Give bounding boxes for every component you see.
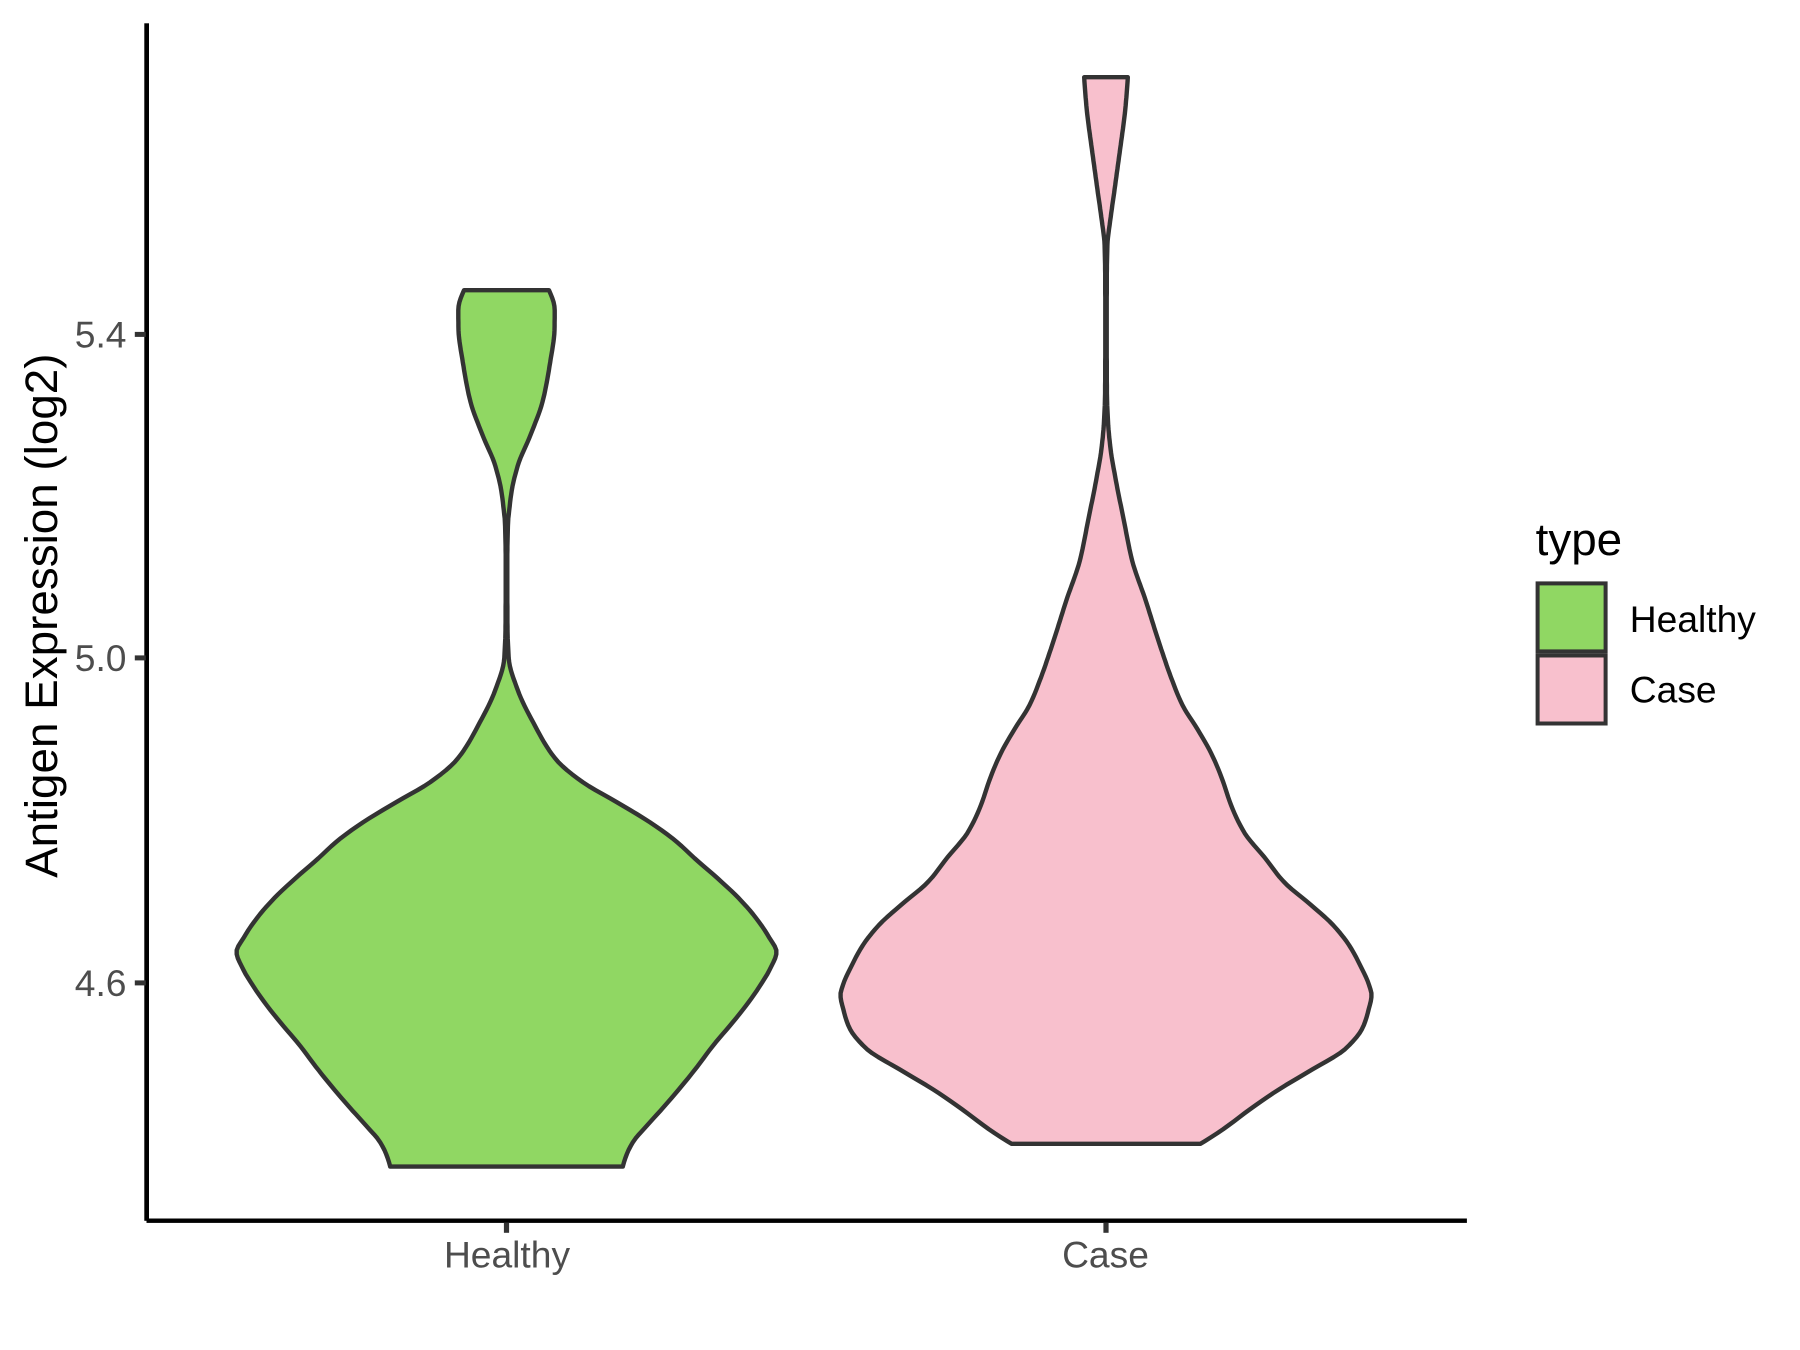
- svg-text:5.0: 5.0: [75, 637, 127, 679]
- svg-text:5.4: 5.4: [75, 314, 127, 356]
- svg-text:type: type: [1536, 514, 1623, 565]
- svg-text:4.6: 4.6: [75, 962, 127, 1004]
- svg-text:Healthy: Healthy: [444, 1233, 570, 1275]
- svg-text:Antigen Expression (log2): Antigen Expression (log2): [16, 353, 67, 877]
- svg-text:Healthy: Healthy: [1630, 598, 1756, 640]
- svg-text:Case: Case: [1062, 1233, 1149, 1275]
- svg-text:Case: Case: [1630, 669, 1717, 711]
